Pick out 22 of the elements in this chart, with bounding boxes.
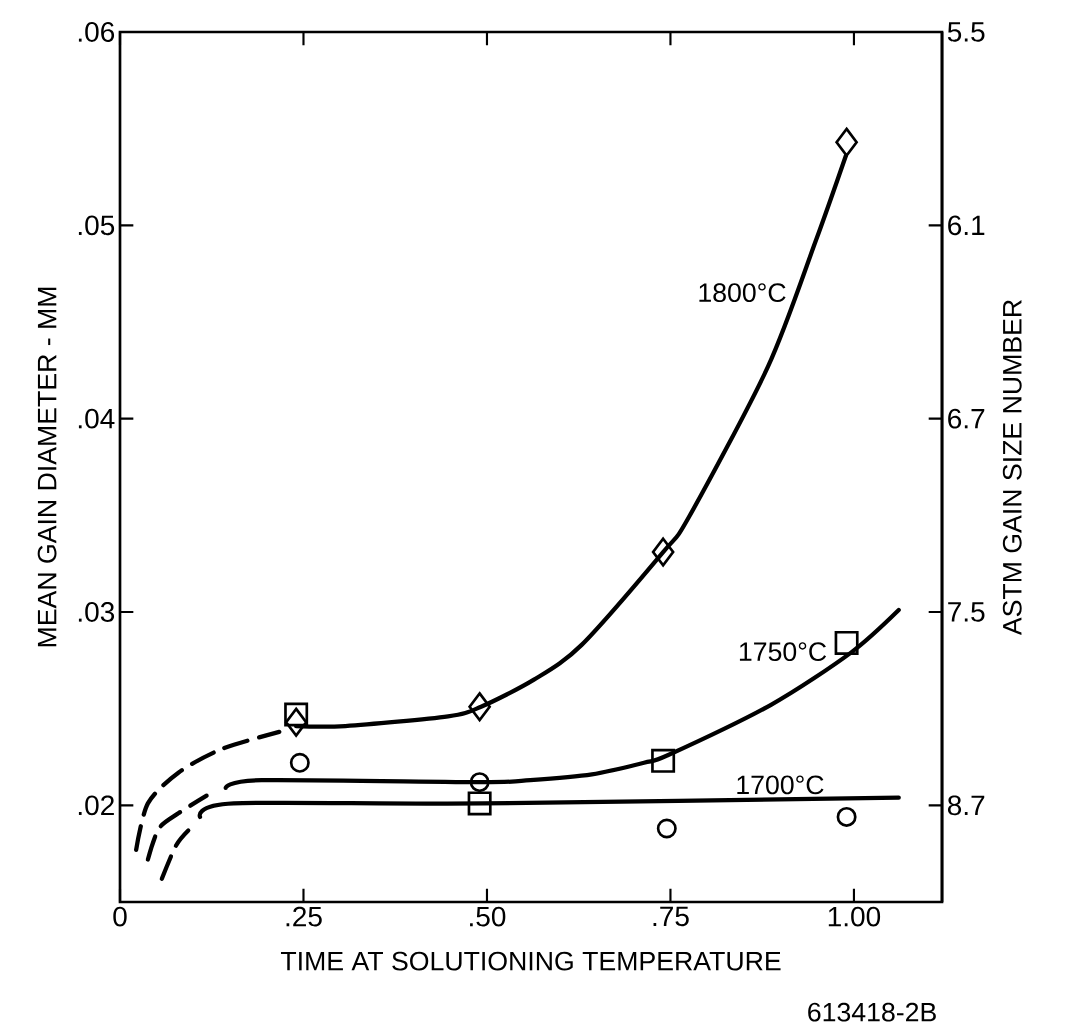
y-tick-label: .03 (78, 602, 115, 622)
y-tick-label: .06 (78, 22, 115, 42)
series-label: 1700°C (737, 775, 824, 795)
y-tick-label: .04 (78, 408, 115, 429)
x-tick-label: 0 (113, 906, 127, 927)
x-tick-label: .50 (470, 906, 506, 927)
category-label: 6.1 (948, 215, 985, 236)
category-label: 6.7 (948, 408, 985, 429)
series-label: 1800°C (699, 283, 786, 303)
category-label: 5.5 (947, 22, 985, 42)
category-label: 8.7 (947, 795, 985, 816)
y-axis-title: MEAN GAIN DIAMETER - MM (37, 287, 57, 647)
x-axis-title: TIME AT SOLUTIONING TEMPERATURE (280, 951, 781, 971)
x-tick-label: 1.00 (828, 906, 881, 927)
y2-axis-title: ASTM GAIN SIZE NUMBER (1002, 300, 1022, 636)
text: 613418-2B (808, 1002, 936, 1022)
y-tick-label: .02 (78, 795, 114, 816)
x-tick-label: .75 (653, 906, 689, 927)
series-label: 1750°C (739, 642, 827, 662)
x-tick-label: .25 (286, 906, 322, 927)
category-label: 7.5 (948, 602, 985, 622)
y-tick-label: .05 (78, 215, 115, 236)
